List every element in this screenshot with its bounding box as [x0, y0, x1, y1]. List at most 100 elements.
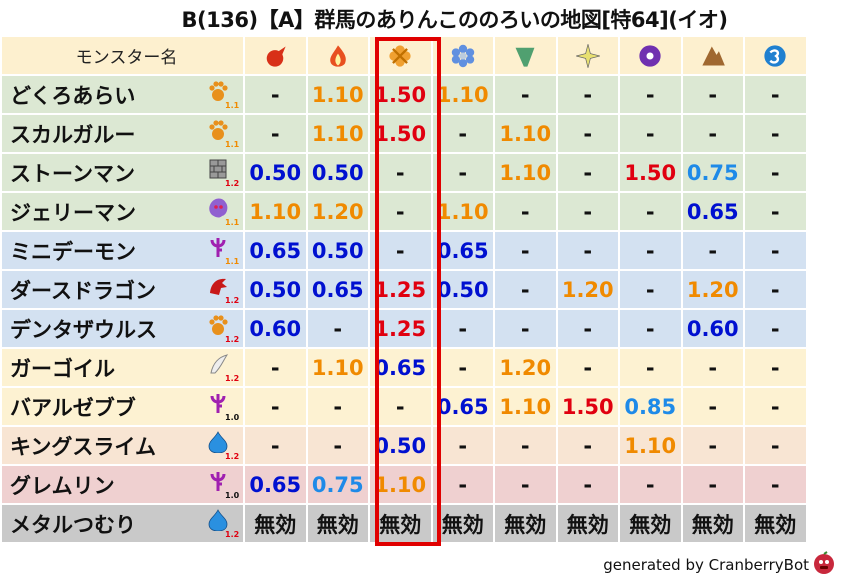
light-icon: [575, 43, 600, 68]
resistance-value: 0.65: [307, 271, 368, 308]
resistance-value: 0.60: [245, 310, 306, 347]
resistance-value: -: [682, 349, 743, 386]
resistance-value: -: [620, 271, 681, 308]
resistance-value: -: [307, 310, 368, 347]
resistance-value: 1.20: [307, 193, 368, 230]
resistance-value: 0.75: [682, 154, 743, 191]
resistance-value: -: [620, 349, 681, 386]
resistance-value: -: [745, 193, 806, 230]
page-title: B(136)【A】群馬のありんこののろいの地図[特64](イオ): [181, 8, 728, 32]
resistance-value: 0.65: [370, 349, 431, 386]
resistance-value: -: [557, 193, 618, 230]
resistance-value: 1.10: [245, 193, 306, 230]
resistance-value: -: [620, 310, 681, 347]
table-row: デンタザウルス 1.2 0.60-1.25- - - -0.60-: [2, 310, 808, 347]
element-column-header: [620, 37, 681, 74]
element-column-header: [370, 37, 431, 74]
resistance-value: 1.50: [370, 115, 431, 152]
resistance-value: 1.10: [495, 115, 556, 152]
resistance-value: -: [745, 115, 806, 152]
resistance-value: -: [620, 193, 681, 230]
resistance-value: -: [432, 154, 493, 191]
resistance-value: 0.85: [620, 388, 681, 425]
table-header: モンスター名: [2, 37, 808, 74]
element-column-header: [745, 37, 806, 74]
element-column-header: [307, 37, 368, 74]
resistance-value: -: [557, 349, 618, 386]
resistance-value: 0.50: [245, 271, 306, 308]
table-row: ミニデーモン 1.1 0.65 0.50-0.65- - - - -: [2, 232, 808, 269]
resistance-value: 1.50: [557, 388, 618, 425]
resistance-value: -: [620, 115, 681, 152]
paw-type-icon: [209, 315, 228, 335]
element-column-header: [245, 37, 306, 74]
trident-type-icon: [210, 238, 226, 257]
resistance-value: -: [745, 232, 806, 269]
monster-name: デンタザウルス: [10, 317, 157, 342]
resistance-value: -: [370, 193, 431, 230]
monster-name-header: モンスター名: [2, 37, 243, 74]
dragon-type-icon: [210, 278, 227, 295]
resistance-value: 0.50: [370, 427, 431, 464]
resistance-value: 0.65: [245, 232, 306, 269]
resistance-value: -: [495, 76, 556, 113]
resistance-value: -: [245, 115, 306, 152]
resistance-value: 無効: [557, 505, 618, 542]
element-column-header: [557, 37, 618, 74]
resistance-value: -: [245, 76, 306, 113]
resistance-value: 1.20: [682, 271, 743, 308]
resistance-value: 1.25: [370, 271, 431, 308]
monster-name-cell: キングスライム 1.2: [2, 427, 243, 464]
resistance-value: 0.50: [432, 271, 493, 308]
resistance-value: -: [620, 466, 681, 503]
resistance-value: 無効: [495, 505, 556, 542]
resistance-value: -: [307, 427, 368, 464]
resistance-value: -: [620, 232, 681, 269]
resistance-value: -: [432, 115, 493, 152]
type-level: 1.1: [225, 140, 240, 149]
resistance-value: 1.50: [370, 76, 431, 113]
water-icon: [764, 44, 786, 67]
monster-name: バアルゼブブ: [10, 395, 136, 420]
resistance-value: -: [745, 154, 806, 191]
resistance-value: 1.20: [557, 271, 618, 308]
table-row: バアルゼブブ 1.0- - -0.65 1.10 1.50 0.85- -: [2, 388, 808, 425]
type-level: 1.2: [225, 179, 240, 188]
monster-name-cell: デンタザウルス 1.2: [2, 310, 243, 347]
monster-name-cell: ミニデーモン 1.1: [2, 232, 243, 269]
resistance-value: -: [745, 310, 806, 347]
resistance-value: -: [745, 271, 806, 308]
trident-type-icon: [210, 472, 226, 491]
monster-name-cell: バアルゼブブ 1.0: [2, 388, 243, 425]
type-level: 1.0: [225, 491, 240, 500]
resistance-value: 0.75: [307, 466, 368, 503]
table-row: ガーゴイル 1.2-1.10 0.65-1.20- - - -: [2, 349, 808, 386]
wing-type-icon: [210, 354, 229, 374]
resistance-value: 0.50: [245, 154, 306, 191]
monster-name-cell: ストーンマン 1.2: [2, 154, 243, 191]
ice-icon: [451, 44, 474, 67]
type-level: 1.2: [225, 530, 240, 539]
resistance-value: -: [682, 388, 743, 425]
monster-name-cell: スカルガルー 1.1: [2, 115, 243, 152]
monster-name: どくろあらい: [10, 83, 136, 108]
resistance-value: 無効: [745, 505, 806, 542]
resistance-value: -: [495, 466, 556, 503]
resistance-value: -: [495, 193, 556, 230]
table-row: ストーンマン 1.2 0.50 0.50- -1.10-1.50 0.75-: [2, 154, 808, 191]
resistance-value: 0.65: [682, 193, 743, 230]
resistance-value: 1.10: [307, 115, 368, 152]
table-row: どくろあらい 1.1-1.10 1.50 1.10- - - - -: [2, 76, 808, 113]
resistance-value: -: [745, 427, 806, 464]
resistance-table: モンスター名 どくろあらい 1.1-1.10 1.50 1.10- - - - - スカルガルー…: [2, 37, 808, 544]
paw-type-icon: [209, 120, 228, 140]
resistance-value: 0.65: [245, 466, 306, 503]
drop-type-icon: [208, 509, 228, 531]
table-row: ダースドラゴン 1.2 0.50 0.65 1.25 0.50-1.20-1.20-: [2, 271, 808, 308]
resistance-value: 0.60: [682, 310, 743, 347]
monster-name: ストーンマン: [10, 161, 135, 186]
monster-name: ジェリーマン: [10, 200, 136, 225]
type-level: 1.0: [225, 413, 240, 422]
explosion-icon: [389, 44, 411, 67]
monster-name-cell: ダースドラゴン 1.2: [2, 271, 243, 308]
